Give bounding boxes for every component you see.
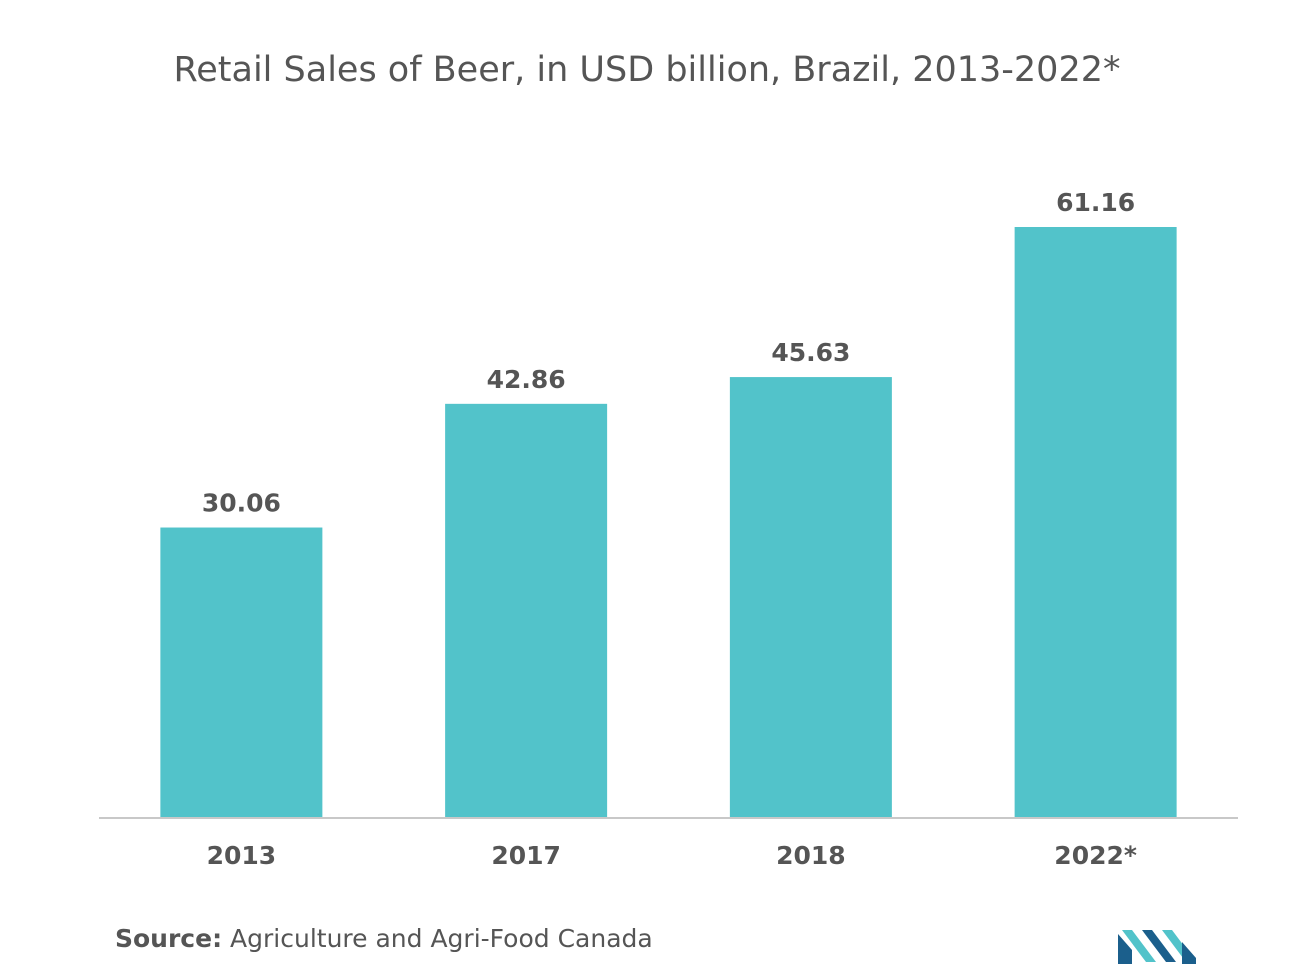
value-label: 42.86 (487, 365, 566, 394)
x-tick-label: 2017 (491, 841, 561, 870)
x-tick-label: 2018 (776, 841, 846, 870)
bar-2022 (1014, 227, 1177, 818)
source-note: Source: Agriculture and Agri-Food Canada (115, 924, 653, 953)
bar-2017 (445, 403, 608, 818)
bar-2018 (729, 377, 892, 818)
mordor-intelligence-logo-icon (1118, 930, 1196, 964)
x-tick-labels-layer: 2013 2017 2018 2022* (207, 841, 1137, 870)
x-tick-label: 2022* (1054, 841, 1137, 870)
bars-layer (160, 227, 1177, 818)
value-label: 61.16 (1056, 188, 1135, 217)
value-label: 30.06 (202, 489, 281, 518)
chart-title: Retail Sales of Beer, in USD billion, Br… (173, 50, 1121, 90)
x-tick-label: 2013 (207, 841, 277, 870)
bar-2013 (160, 527, 323, 818)
source-text: Agriculture and Agri-Food Canada (222, 924, 653, 953)
source-key: Source: (115, 924, 223, 953)
value-labels-layer: 30.06 42.86 45.63 61.16 (202, 188, 1135, 518)
value-label: 45.63 (771, 338, 850, 367)
